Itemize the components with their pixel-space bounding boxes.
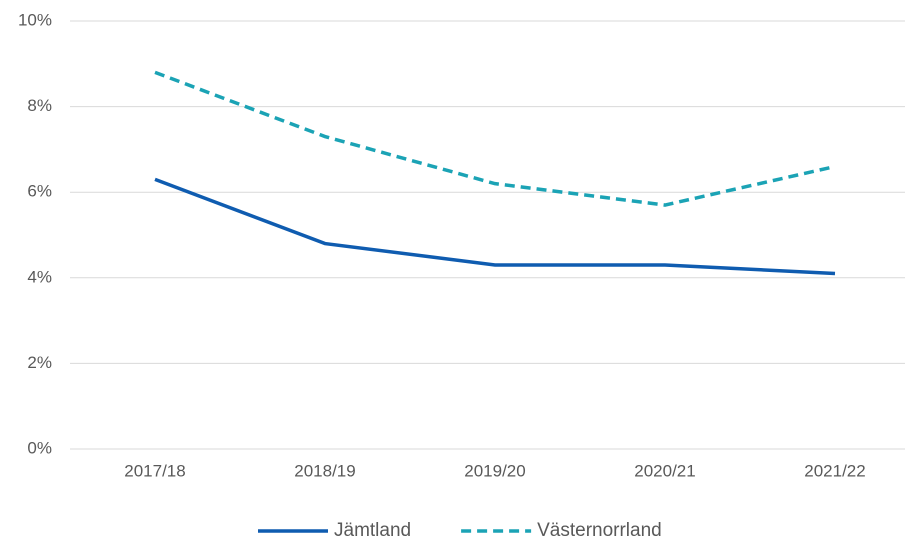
- y-tick-label: 2%: [27, 353, 52, 372]
- y-tick-label: 8%: [27, 96, 52, 115]
- x-tick-label: 2018/19: [294, 461, 355, 480]
- x-tick-label: 2017/18: [124, 461, 185, 480]
- y-tick-label: 4%: [27, 267, 52, 286]
- x-tick-label: 2019/20: [464, 461, 525, 480]
- series-line: [154, 177, 836, 276]
- series-line: [154, 70, 836, 207]
- legend-label: Västernorrland: [537, 520, 662, 541]
- y-tick-label: 10%: [18, 10, 52, 29]
- x-tick-label: 2020/21: [634, 461, 695, 480]
- x-tick-label: 2021/22: [804, 461, 865, 480]
- y-tick-label: 6%: [27, 182, 52, 201]
- y-tick-label: 0%: [27, 438, 52, 457]
- legend-label: Jämtland: [334, 520, 411, 541]
